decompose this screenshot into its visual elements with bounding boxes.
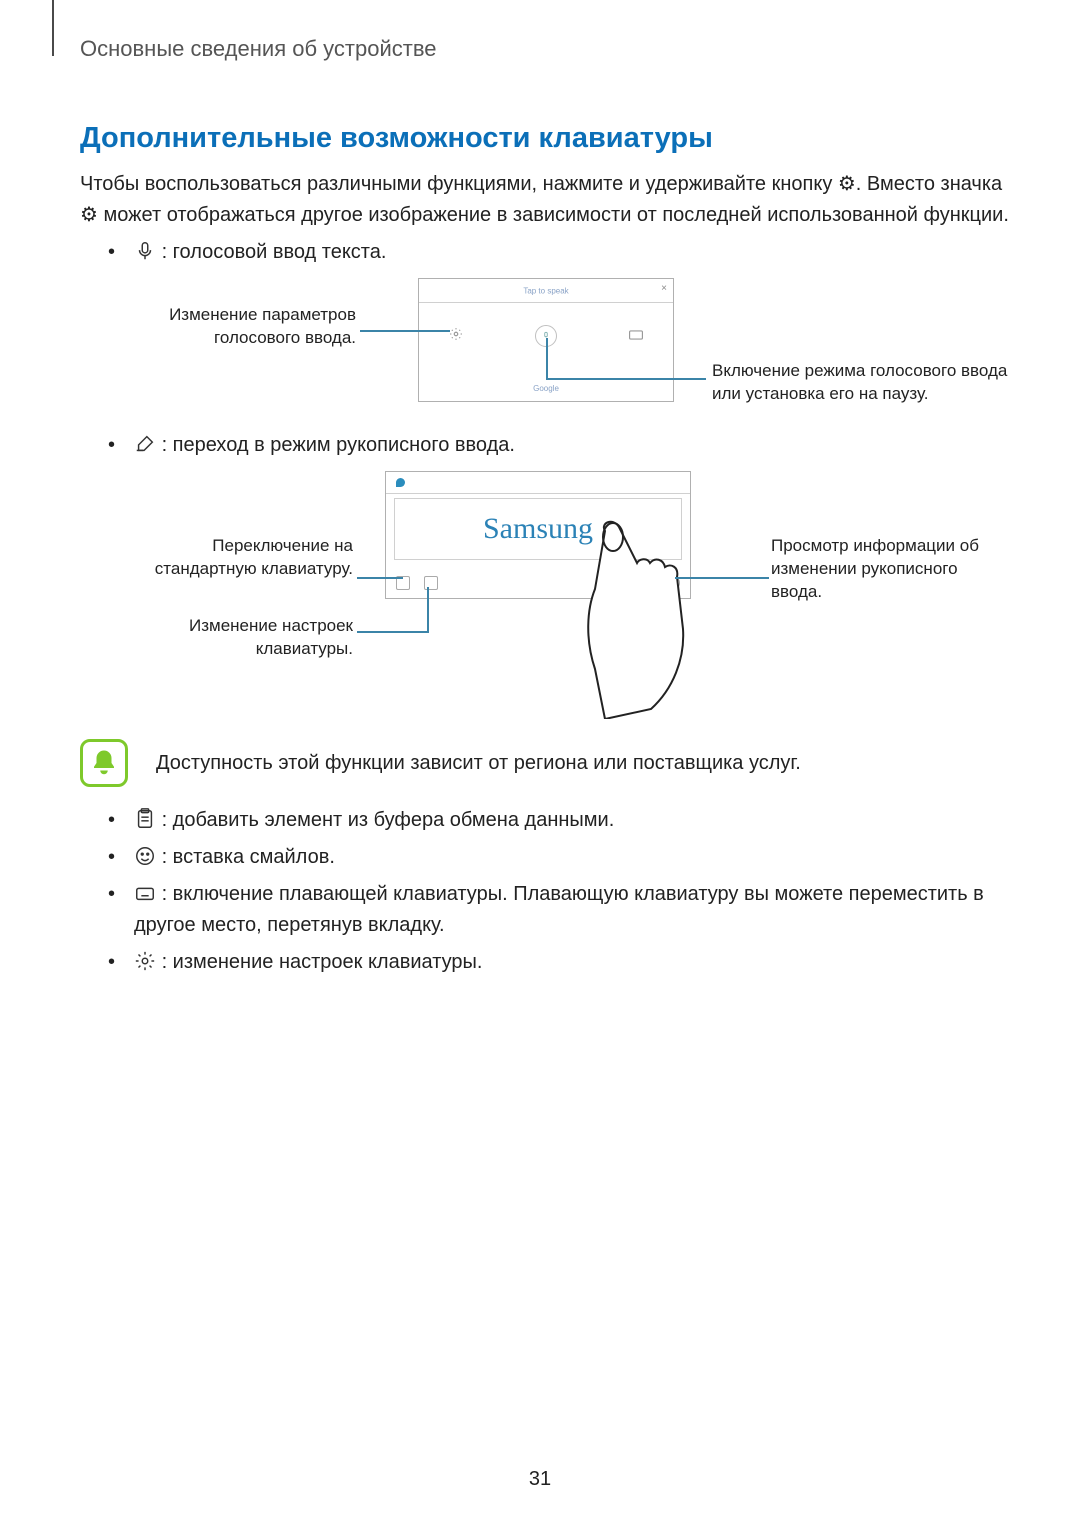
leader-line (546, 338, 548, 378)
handwriting-icon (134, 433, 156, 455)
leader-line (675, 577, 769, 579)
bullet-list-top: : голосовой ввод текста. (80, 237, 1010, 268)
voice-keyboard-icon (629, 327, 643, 345)
note-bell-icon (80, 739, 128, 787)
clipboard-icon (134, 808, 156, 830)
smiley-icon (134, 845, 156, 867)
page-content: Основные сведения об устройстве Дополнит… (0, 0, 1080, 978)
floating-keyboard-icon (134, 882, 156, 904)
voice-brand-label: Google (533, 384, 559, 393)
fig1-label-right: Включение режима голосового ввода или ус… (712, 360, 1012, 406)
hand-illustration (565, 519, 715, 719)
bullet-list-hand: : переход в режим рукописного ввода. (80, 430, 1010, 461)
bullet-emoji-text: : вставка смайлов. (162, 846, 335, 868)
bullet-voice-text: : голосовой ввод текста. (162, 241, 387, 263)
section-header: Основные сведения об устройстве (80, 36, 1010, 62)
bullet-handwriting: : переход в режим рукописного ввода. (108, 430, 1010, 461)
fig1-label-left: Изменение параметров голосового ввода. (150, 304, 356, 350)
bullet-clipboard-text: : добавить элемент из буфера обмена данн… (162, 809, 615, 831)
voice-settings-icon (449, 327, 463, 346)
leader-line (357, 577, 403, 579)
pen-tip-icon (396, 478, 405, 487)
bullet-settings-text: : изменение настроек клавиатуры. (162, 951, 483, 973)
bullet-emoji: : вставка смайлов. (108, 842, 1010, 873)
note-callout: Доступность этой функции зависит от реги… (80, 739, 1010, 787)
microphone-icon (134, 240, 156, 262)
bullet-voice: : голосовой ввод текста. (108, 237, 1010, 268)
bullet-clipboard: : добавить элемент из буфера обмена данн… (108, 805, 1010, 836)
leader-line (546, 378, 706, 380)
gear-icon (134, 950, 156, 972)
note-text: Доступность этой функции зависит от реги… (156, 752, 801, 775)
bullet-list-bottom: : добавить элемент из буфера обмена данн… (80, 805, 1010, 978)
bullet-settings: : изменение настроек клавиатуры. (108, 947, 1010, 978)
bullet-floating: : включение плавающей клавиатуры. Плаваю… (108, 879, 1010, 941)
leader-line (427, 587, 429, 633)
close-icon: × (661, 283, 667, 294)
fig2-label-right: Просмотр информации об изменении рукопис… (771, 535, 1001, 604)
figure-voice-input: Tap to speak × Google Изменение параметр… (150, 278, 940, 418)
fig2-label-left-1: Переключение на стандартную клавиатуру. (135, 535, 353, 581)
header-rule (52, 0, 54, 56)
intro-paragraph: Чтобы воспользоваться различными функция… (80, 169, 1010, 231)
bullet-floating-text: : включение плавающей клавиатуры. Плаваю… (134, 883, 984, 936)
fig2-label-left-2: Изменение настроек клавиатуры. (135, 615, 353, 661)
leader-line (357, 631, 429, 633)
leader-line (360, 330, 450, 332)
figure-handwriting: Samsung Переключение на стандартную клав… (135, 471, 955, 721)
bullet-handwriting-text: : переход в режим рукописного ввода. (162, 434, 515, 456)
voice-panel-hint: Tap to speak (523, 286, 568, 295)
page-title: Дополнительные возможности клавиатуры (80, 122, 1010, 155)
page-number: 31 (529, 1468, 551, 1491)
